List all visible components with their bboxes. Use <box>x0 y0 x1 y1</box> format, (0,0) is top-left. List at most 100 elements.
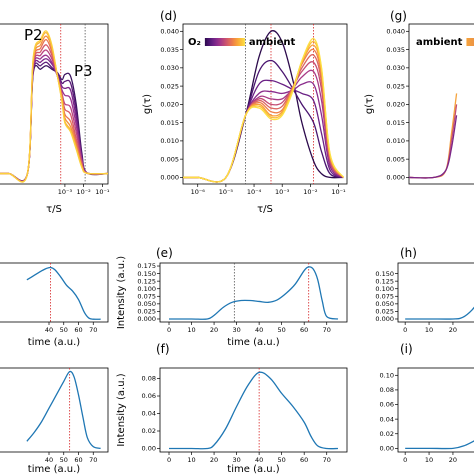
x-tick-label: 0 <box>403 456 407 464</box>
x-axis-label: time (a.u.) <box>227 337 279 348</box>
x-tick-label: 10 <box>187 326 195 334</box>
axes-frame <box>397 262 474 323</box>
y-tick-label: 0.040 <box>160 28 179 36</box>
x-tick-label: 70 <box>323 456 331 464</box>
y-tick-label: 0.035 <box>386 46 405 54</box>
series-line-3 <box>183 79 344 183</box>
y-tick-label: 0.06 <box>142 392 156 400</box>
y-axis-label: Intensity (a.u.) <box>116 373 127 446</box>
y-tick-label: 0.030 <box>386 64 405 72</box>
panel-label: (e) <box>156 246 173 260</box>
y-tick-label: 0.000 <box>375 315 394 323</box>
series-line-2 <box>0 61 108 182</box>
series-line-3 <box>409 115 458 179</box>
x-tick-label: 20 <box>449 456 457 464</box>
series-line-10 <box>0 30 108 183</box>
y-tick-label: 0.025 <box>137 308 156 316</box>
chart-b-left: 40 50 60 70 time (a.u.) <box>0 262 109 348</box>
series-line-1 <box>169 371 338 450</box>
y-tick-label: 0.025 <box>386 82 405 90</box>
x-tick-label: 10 <box>425 456 433 464</box>
y-tick-label: 0.06 <box>380 401 394 409</box>
series-line-11 <box>183 37 345 183</box>
x-tick-label: 60 <box>300 326 308 334</box>
series-line-1 <box>26 370 101 450</box>
series-line-1 <box>0 64 108 182</box>
x-tick-label: 10 <box>425 326 433 334</box>
series-line-1 <box>409 93 458 179</box>
x-tick-label: 10⁻⁶ <box>191 188 206 196</box>
y-tick-label: 0.030 <box>160 64 179 72</box>
x-axis-label: τ/S <box>257 204 273 215</box>
y-tick-label: 0.020 <box>386 101 405 109</box>
y-axis-label: Intensity (a.u.) <box>116 256 127 329</box>
y-tick-label: 0.08 <box>142 375 156 383</box>
legend: O₂ ambient <box>188 37 296 48</box>
panel-label: (d) <box>160 9 177 23</box>
axes-frame <box>397 367 474 453</box>
y-tick-label: 0.000 <box>137 315 156 323</box>
axes-frame <box>0 367 109 453</box>
y-tick-label: 0.125 <box>375 277 394 285</box>
series-line-1 <box>169 266 339 320</box>
y-tick-label: 0.08 <box>380 386 394 394</box>
y-tick-label: 0.015 <box>386 119 405 127</box>
x-tick-label: 40 <box>45 456 53 464</box>
series-line-2 <box>409 104 458 179</box>
panel-label: (i) <box>400 342 413 356</box>
chart-e: 0.0000.0250.0500.0750.1000.1250.1500.175… <box>116 246 348 348</box>
x-tick-label: 10⁻¹ <box>331 188 346 196</box>
x-tick-label: 10 <box>187 456 195 464</box>
y-tick-label: 0.035 <box>160 46 179 54</box>
y-tick-label: 0.010 <box>160 137 179 145</box>
x-tick-label: 20 <box>210 326 218 334</box>
x-tick-label: 60 <box>74 326 82 334</box>
x-axis-label: time (a.u.) <box>28 337 80 348</box>
y-tick-label: 0.015 <box>160 119 179 127</box>
x-tick-label: 50 <box>278 326 286 334</box>
series-line-1 <box>405 306 474 320</box>
x-axis-label: time (a.u.) <box>227 464 279 474</box>
y-tick-label: 0.075 <box>137 292 156 300</box>
y-tick-label: 0.00 <box>380 445 394 453</box>
x-tick-label: 10⁻³ <box>275 188 290 196</box>
x-tick-label: 30 <box>232 326 240 334</box>
y-tick-label: 0.175 <box>137 262 156 270</box>
x-tick-label: 10⁻⁴ <box>247 188 262 196</box>
x-tick-label: 20 <box>449 326 457 334</box>
x-tick-label: 70 <box>89 456 97 464</box>
series-line-7 <box>183 54 345 183</box>
y-tick-label: 0.025 <box>375 308 394 316</box>
x-axis-label: time (a.u.) <box>28 464 80 474</box>
x-tick-label: 50 <box>278 456 286 464</box>
y-tick-label: 0.050 <box>375 300 394 308</box>
legend-start-label: O₂ <box>188 37 201 48</box>
y-tick-label: 0.100 <box>375 285 394 293</box>
chart-c-left: 40 50 60 70 time (a.u.) <box>0 367 109 474</box>
y-tick-label: 0.000 <box>160 174 179 182</box>
x-tick-label: 10⁻⁵ <box>219 188 234 196</box>
peak-annotation: P3 <box>74 62 93 80</box>
x-axis-label: τ/S <box>46 204 62 215</box>
y-tick-label: 0.04 <box>380 415 394 423</box>
x-tick-label: 0 <box>167 326 171 334</box>
axes-frame <box>0 262 109 323</box>
legend-gradient-bar <box>466 38 474 46</box>
y-axis-label: g(τ) <box>364 94 375 114</box>
chart-a-right: 10⁻³ 10⁻² 10⁻¹ τ/S P2 P3 <box>0 23 110 215</box>
y-tick-label: 0.075 <box>375 292 394 300</box>
y-tick-label: 0.02 <box>380 430 394 438</box>
x-tick-label: 50 <box>60 456 68 464</box>
panel-label: (f) <box>156 342 170 356</box>
x-tick-label: 70 <box>323 326 331 334</box>
y-tick-label: 0.005 <box>160 155 179 163</box>
axes-frame <box>408 23 474 185</box>
x-tick-label: 10⁻² <box>303 188 318 196</box>
chart-i: 0.00 0.02 0.04 0.06 0.08 0.10 0 10 20 (i) <box>380 342 474 464</box>
chart-g-left: 0.000 0.005 0.010 0.015 0.020 0.025 0.030 0.035… <box>364 9 474 185</box>
y-tick-label: 0.040 <box>386 28 405 36</box>
axes-frame <box>159 262 348 323</box>
x-tick-label: 10⁻¹ <box>95 188 110 196</box>
legend-gradient-bar <box>204 38 245 46</box>
